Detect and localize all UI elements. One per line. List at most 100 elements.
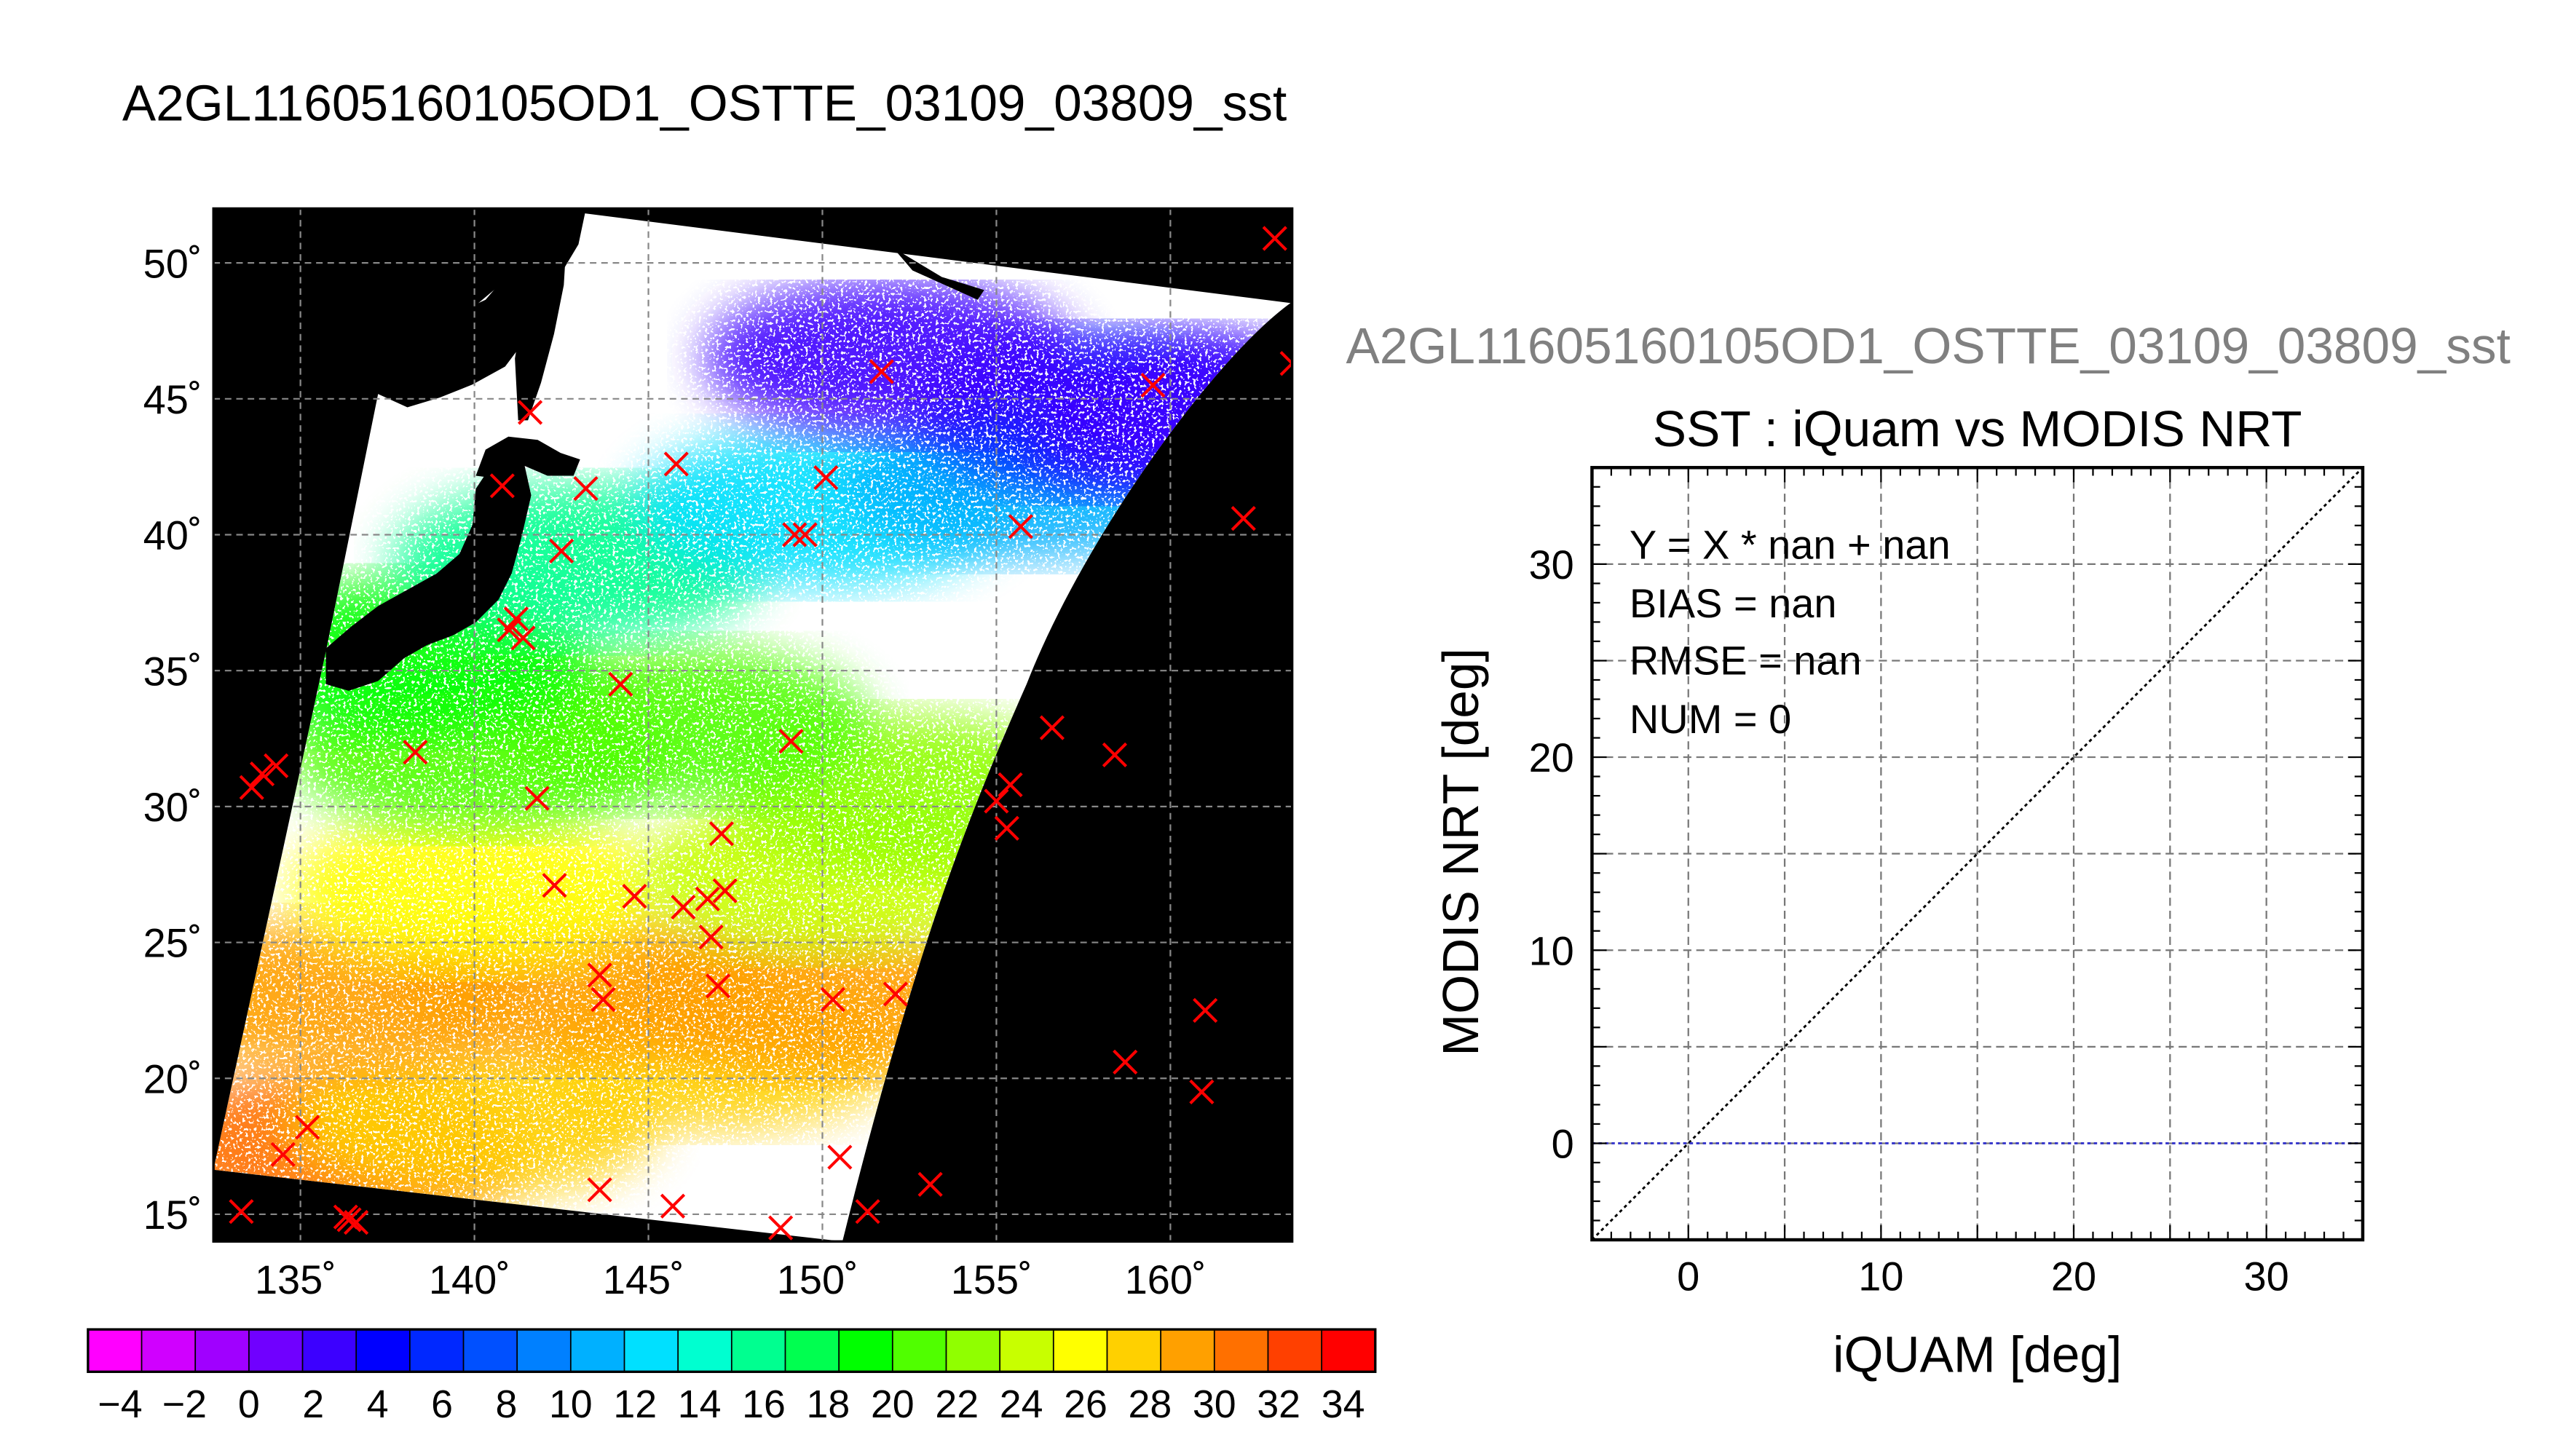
colorbar-tick-label: 0 (238, 1382, 260, 1426)
colorbar-swatch (892, 1329, 947, 1372)
colorbar-swatch (1214, 1329, 1269, 1372)
sst-colorbar (87, 1328, 1377, 1373)
buoy-marker (1140, 373, 1166, 398)
colorbar-tick-label: 34 (1322, 1382, 1365, 1426)
buoy-marker (660, 1193, 686, 1219)
colorbar-swatch (839, 1329, 893, 1372)
buoy-marker (548, 538, 574, 563)
buoy-marker (542, 873, 567, 898)
buoy-marker (708, 821, 734, 847)
longitude-tick-label: 140˚ (429, 1257, 510, 1302)
y-tick-label: 10 (1529, 927, 1574, 973)
longitude-tick-label: 135˚ (255, 1257, 336, 1302)
buoy-marker (768, 1215, 794, 1241)
buoy-marker (587, 1177, 612, 1203)
rmse-value: RMSE = nan (1629, 638, 1862, 684)
colorbar-swatch (141, 1329, 197, 1372)
buoy-marker (229, 1199, 254, 1224)
fit-equation: Y = X * nan + nan (1629, 523, 1951, 569)
longitude-tick-label: 145˚ (603, 1257, 684, 1302)
buoy-marker (524, 786, 550, 811)
buoy-marker (994, 815, 1019, 841)
colorbar-swatch (946, 1329, 1001, 1372)
asia-coast (371, 213, 585, 408)
colorbar-tick-label: 18 (807, 1382, 850, 1426)
x-tick-label: 30 (2244, 1253, 2289, 1299)
latitude-tick-label: 25˚ (143, 920, 202, 966)
colorbar-swatch (731, 1329, 786, 1372)
japan-hokkaido (475, 436, 580, 479)
colorbar-swatch (195, 1329, 250, 1372)
colorbar-swatch (517, 1329, 572, 1372)
longitude-tick-label: 150˚ (777, 1257, 858, 1302)
buoy-marker (622, 884, 647, 909)
buoy-marker (855, 1199, 880, 1224)
buoy-marker (517, 400, 543, 425)
reference-lines (1591, 467, 2364, 1241)
buoy-marker (587, 962, 612, 988)
colorbar-swatch (409, 1329, 465, 1372)
y-tick-label: 20 (1529, 735, 1574, 780)
colorbar-tick-label: −4 (98, 1382, 142, 1426)
latitude-tick-label: 30˚ (143, 784, 202, 830)
buoy-marker (503, 606, 529, 632)
buoy-marker (264, 753, 289, 778)
colorbar-swatch (624, 1329, 679, 1372)
colorbar-tick-labels: −4 −2 0 2 4 6 8 10 12 14 16 18 20 22 24 26 28 30 32 34 (98, 1382, 1365, 1426)
japan-honshu (325, 459, 532, 691)
buoy-marker (1193, 997, 1218, 1023)
colorbar-swatch (1268, 1329, 1323, 1372)
colorbar-swatch (1053, 1329, 1108, 1372)
latitude-tick-label: 40˚ (143, 513, 202, 558)
buoy-marker (698, 925, 724, 950)
buoy-marker (403, 740, 428, 765)
buoy-marker (1262, 226, 1287, 251)
map-gridlines (213, 208, 1292, 1242)
colorbar-tick-label: 24 (1000, 1382, 1043, 1426)
x-tick-label: 10 (1858, 1253, 1903, 1299)
buoy-marker (497, 617, 522, 643)
buoy-marker (1008, 514, 1033, 539)
latitude-tick-label: 35˚ (143, 648, 202, 694)
buoy-marker (344, 1210, 369, 1235)
kamchatka (893, 248, 984, 300)
buoy-marker (792, 522, 818, 547)
buoy-marker (782, 522, 807, 547)
colorbar-swatch (570, 1329, 625, 1372)
colorbar-tick-label: 8 (495, 1382, 517, 1426)
colorbar-tick-label: 12 (613, 1382, 657, 1426)
buoy-marker (295, 1115, 320, 1140)
buoy-marker (249, 761, 275, 787)
buoy-marker (671, 894, 696, 920)
longitude-tick-labels: 135˚ 140˚ 145˚ 150˚ 155˚ 160˚ (255, 1257, 1207, 1302)
num-value: NUM = 0 (1629, 696, 1792, 743)
buoy-marker (706, 973, 731, 999)
buoy-marker (1039, 715, 1065, 740)
buoy-marker (984, 788, 1009, 814)
colorbar-swatch (87, 1329, 143, 1372)
longitude-tick-label: 155˚ (951, 1257, 1032, 1302)
latitude-tick-label: 20˚ (143, 1056, 202, 1101)
buoy-marker (813, 465, 839, 491)
colorbar-tick-label: 20 (871, 1382, 915, 1426)
x-tick-label: 20 (2051, 1253, 2096, 1299)
map-title: A2GL11605160105OD1_OSTTE_03109_03809_sst (122, 74, 1287, 132)
buoy-marker (510, 625, 536, 651)
colorbar-tick-label: 26 (1064, 1382, 1107, 1426)
colorbar-tick-label: 10 (549, 1382, 593, 1426)
colorbar-swatch (678, 1329, 732, 1372)
buoy-marker (869, 359, 894, 384)
buoy-marker (1113, 1049, 1138, 1075)
colorbar-tick-label: 28 (1129, 1382, 1172, 1426)
x-tick-label: 0 (1677, 1253, 1699, 1299)
buoy-marker (882, 981, 908, 1007)
y-axis-label: MODIS NRT [deg] (1432, 648, 1490, 1056)
buoy-marker (998, 772, 1023, 798)
sst-region (287, 810, 662, 967)
colorbar-swatch (356, 1329, 411, 1372)
latitude-tick-label: 15˚ (143, 1192, 202, 1238)
buoy-marker (1102, 742, 1128, 768)
y-tick-label: 30 (1529, 542, 1574, 587)
scatter-title: SST : iQuam vs MODIS NRT (1652, 400, 2302, 458)
